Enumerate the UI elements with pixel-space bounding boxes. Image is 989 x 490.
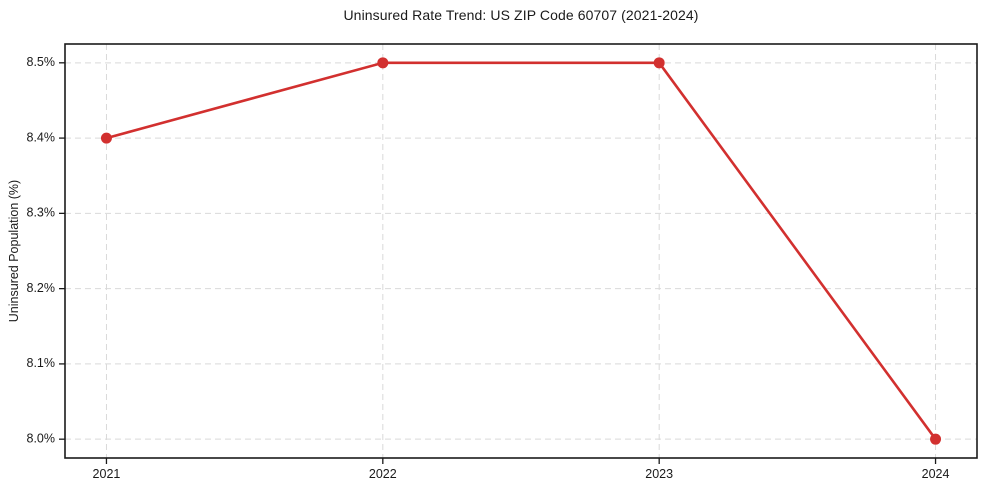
x-tick-label: 2023 [645, 467, 673, 481]
y-tick-label: 8.5% [27, 55, 56, 69]
y-tick-label: 8.2% [27, 281, 56, 295]
x-tick-label: 2022 [369, 467, 397, 481]
y-tick-label: 8.4% [27, 130, 56, 144]
x-tick-label: 2024 [922, 467, 950, 481]
axis-frame [64, 43, 978, 459]
y-tick-label: 8.0% [27, 431, 56, 445]
data-point [100, 132, 112, 144]
data-point [930, 433, 942, 445]
chart-title: Uninsured Rate Trend: US ZIP Code 60707 … [343, 7, 699, 23]
y-tick-label: 8.3% [27, 206, 56, 220]
y-tick-label: 8.1% [27, 356, 56, 370]
data-point [377, 57, 389, 69]
trend-line [105, 61, 937, 441]
data-point [653, 57, 665, 69]
x-tick-label: 2021 [93, 467, 121, 481]
